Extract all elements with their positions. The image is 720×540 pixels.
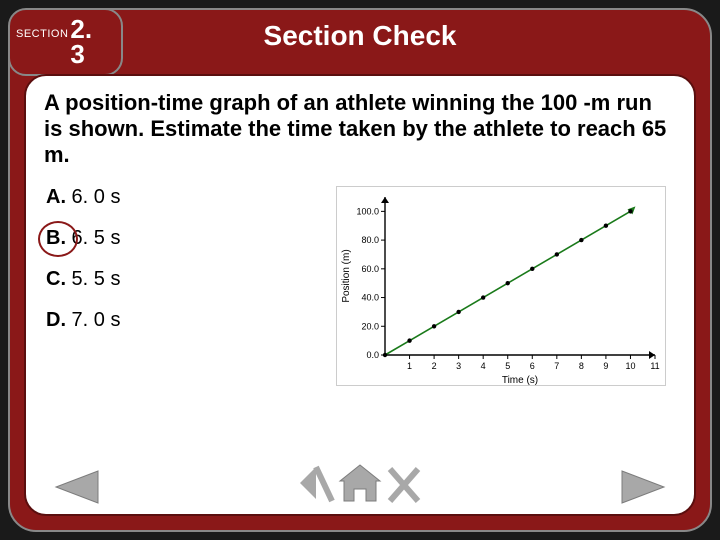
slide-frame: SECTION 2. 3 Section Check A position-ti… [8, 8, 712, 532]
svg-text:4: 4 [481, 361, 486, 371]
svg-text:3: 3 [456, 361, 461, 371]
svg-text:8: 8 [579, 361, 584, 371]
prev-arrow-icon[interactable] [52, 469, 100, 510]
answer-text: 7. 0 s [66, 309, 120, 331]
svg-text:6: 6 [530, 361, 535, 371]
home-icon[interactable] [336, 461, 384, 510]
svg-text:11: 11 [650, 361, 659, 371]
question-text: A position-time graph of an athlete winn… [44, 90, 676, 168]
svg-text:Position (m): Position (m) [341, 249, 352, 302]
position-time-chart: 0.0 20.0 40.0 60.0 80.0 100.0 1 2 3 4 5 6 7 8 9 10 11 Tim… [336, 186, 666, 386]
chart-svg: 0.0 20.0 40.0 60.0 80.0 100.0 1 2 3 4 5 6 7 8 9 10 11 Tim… [337, 187, 667, 387]
svg-text:80.0: 80.0 [361, 235, 379, 245]
answer-text: 6. 0 s [66, 186, 120, 208]
svg-text:20.0: 20.0 [361, 321, 379, 331]
nav-bar [26, 461, 694, 510]
answer-letter: D. [46, 309, 66, 331]
svg-text:0.0: 0.0 [366, 350, 379, 360]
close-icon[interactable] [384, 461, 424, 510]
answer-letter: A. [46, 186, 66, 208]
svg-text:1: 1 [407, 361, 412, 371]
page-title: Section Check [10, 20, 710, 52]
svg-text:5: 5 [505, 361, 510, 371]
answer-letter: C. [46, 268, 66, 290]
svg-text:Time (s): Time (s) [502, 375, 538, 386]
svg-text:40.0: 40.0 [361, 293, 379, 303]
svg-text:2: 2 [432, 361, 437, 371]
next-arrow-icon[interactable] [620, 469, 668, 510]
svg-text:7: 7 [554, 361, 559, 371]
svg-text:60.0: 60.0 [361, 264, 379, 274]
answer-letter: B. [46, 227, 66, 249]
svg-text:9: 9 [603, 361, 608, 371]
svg-text:10: 10 [625, 361, 635, 371]
answer-text: 6. 5 s [66, 227, 120, 249]
answer-text: 5. 5 s [66, 268, 120, 290]
content-panel: A position-time graph of an athlete winn… [24, 74, 696, 516]
svg-text:100.0: 100.0 [356, 206, 379, 216]
back-icon[interactable] [296, 461, 336, 510]
